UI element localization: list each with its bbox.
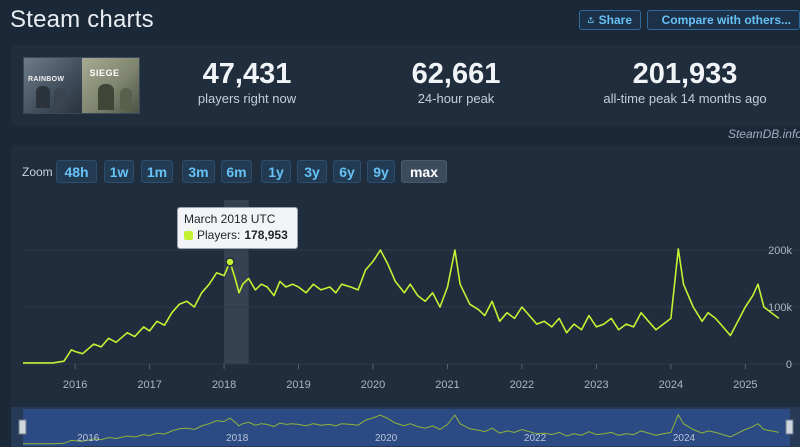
chart-panel: [11, 145, 800, 447]
compare-label: Compare with others...: [661, 13, 791, 27]
navigator-handle-left: [18, 419, 27, 435]
x-tick-label: 2017: [137, 379, 161, 391]
series-line: [23, 248, 780, 364]
stats-panel: RAINBOW SIEGE 47,431 players right now 6…: [11, 45, 800, 126]
share-icon: [588, 16, 594, 23]
share-label: Share: [598, 13, 632, 27]
x-tick-label: 2016: [63, 379, 87, 391]
stat-current-players: 47,431 players right now: [183, 57, 311, 107]
x-tick-label: 2020: [361, 379, 385, 391]
stat-label: players right now: [197, 91, 297, 106]
zoom-option-1w[interactable]: 1w: [104, 160, 134, 183]
zoom-label: Zoom: [22, 165, 53, 179]
x-tick-label: 2025: [733, 379, 757, 391]
compare-button[interactable]: 1 3 Compare with others...: [647, 10, 800, 30]
series-swatch: [184, 230, 193, 240]
stat-value: 62,661: [411, 58, 501, 90]
zoom-option-1m[interactable]: 1m: [141, 160, 173, 183]
navigator-selection: [23, 409, 790, 446]
navigator-year-label: 2018: [226, 433, 249, 444]
navigator-year-label: 2020: [375, 433, 398, 444]
x-tick-label: 2023: [584, 379, 608, 391]
stat-value: 201,933: [632, 58, 738, 90]
compare-icon: 1 3: [656, 19, 657, 20]
navigator-year-label: 2024: [673, 433, 696, 444]
x-tick-label: 2021: [435, 379, 459, 391]
svg-text:1: 1: [656, 19, 657, 20]
zoom-option-3m[interactable]: 3m: [182, 160, 215, 183]
x-tick-label: 2022: [510, 379, 534, 391]
share-button[interactable]: Share: [579, 10, 641, 30]
tooltip-value: 178,953: [244, 228, 288, 242]
x-tick-label: 2024: [659, 379, 683, 391]
navigator-year-label: 2022: [524, 433, 547, 444]
x-tick-label: 2018: [212, 379, 236, 391]
zoom-option-1y[interactable]: 1y: [261, 160, 291, 183]
zoom-option-max[interactable]: max: [401, 160, 447, 183]
stat-value: 47,431: [202, 58, 292, 90]
navigator-year-label: 2016: [77, 433, 100, 444]
page-title: Steam charts: [10, 6, 154, 33]
zoom-option-6m[interactable]: 6m: [221, 160, 252, 183]
tooltip-series-label: Players:: [197, 228, 241, 242]
game-cover-image: RAINBOW SIEGE: [23, 57, 140, 114]
player-count-chart[interactable]: 0 100k 200k 2016 2017 2018 2019 2020 2021 2022 202…: [0, 185, 800, 447]
zoom-option-48h[interactable]: 48h: [56, 160, 97, 183]
cover-text-right: SIEGE: [89, 68, 120, 78]
navigator-line: [23, 413, 779, 445]
tooltip-date: March 2018 UTC: [184, 212, 276, 226]
y-tick-label: 100k: [768, 302, 792, 314]
watermark: SteamDB.info: [727, 127, 800, 141]
stat-label: all-time peak 14 months ago: [603, 91, 767, 106]
zoom-option-3y[interactable]: 3y: [297, 160, 327, 183]
y-tick-label: 0: [786, 359, 792, 371]
zoom-option-6y[interactable]: 6y: [333, 160, 361, 183]
stat-24h-peak: 62,661 24-hour peak: [392, 57, 520, 107]
navigator-handle-right: [785, 419, 794, 435]
y-tick-label: 200k: [768, 245, 792, 257]
x-tick-label: 2019: [286, 379, 310, 391]
stat-all-time-peak: 201,933 all-time peak 14 months ago: [601, 57, 769, 107]
hovered-data-point: [225, 257, 235, 267]
chart-tooltip: March 2018 UTC Players: 178,953: [177, 207, 298, 249]
cover-text-left: RAINBOW: [28, 76, 65, 83]
stat-label: 24-hour peak: [417, 91, 495, 106]
zoom-option-9y[interactable]: 9y: [367, 160, 395, 183]
